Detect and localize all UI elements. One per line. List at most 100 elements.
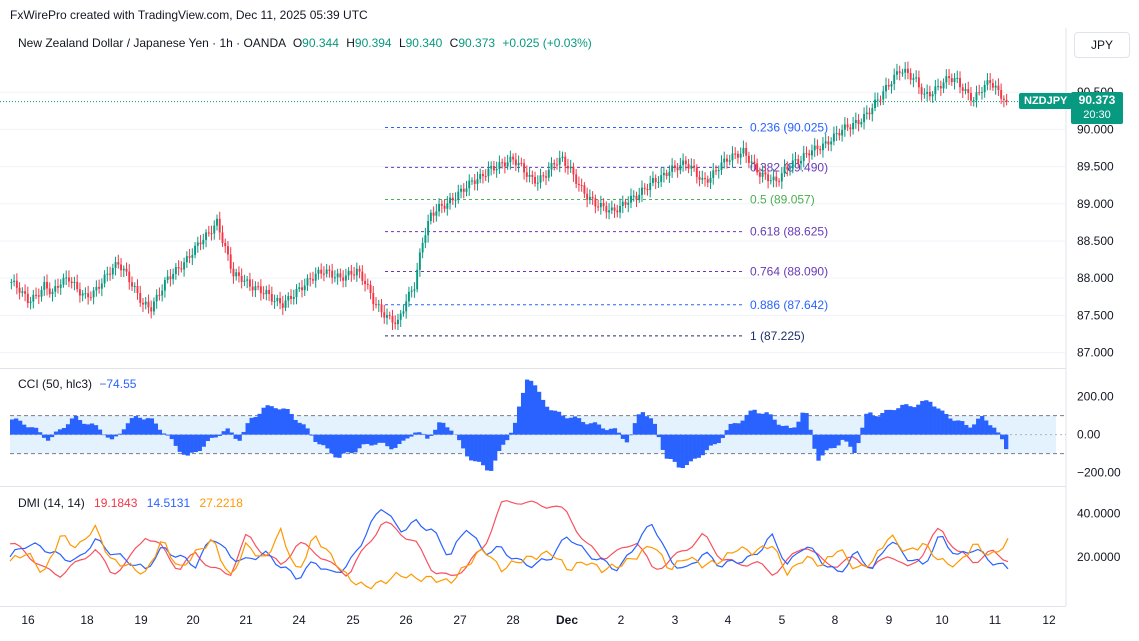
candle-body[interactable]	[693, 165, 696, 168]
candle-body[interactable]	[355, 268, 358, 276]
candle-body[interactable]	[301, 287, 303, 291]
candle-body[interactable]	[778, 181, 781, 183]
candle-body[interactable]	[339, 273, 342, 278]
candle-body[interactable]	[983, 84, 986, 93]
candle-body[interactable]	[454, 199, 457, 201]
candle-body[interactable]	[312, 279, 314, 281]
candle-body[interactable]	[580, 185, 583, 187]
candle-body[interactable]	[73, 281, 76, 283]
candle-body[interactable]	[216, 218, 218, 226]
candle-body[interactable]	[948, 76, 951, 79]
candle-body[interactable]	[259, 286, 262, 294]
candle-body[interactable]	[21, 291, 24, 293]
candle-body[interactable]	[665, 172, 668, 176]
candle-body[interactable]	[821, 143, 824, 151]
candle-body[interactable]	[758, 172, 761, 177]
candle-body[interactable]	[224, 242, 227, 247]
candle-body[interactable]	[846, 124, 849, 128]
candle-body[interactable]	[871, 108, 874, 115]
candle-body[interactable]	[835, 132, 838, 134]
candle-body[interactable]	[155, 294, 158, 302]
candle-body[interactable]	[106, 273, 109, 275]
candle-body[interactable]	[904, 68, 907, 73]
candle-body[interactable]	[462, 188, 465, 192]
candle-body[interactable]	[29, 301, 32, 304]
candle-body[interactable]	[380, 304, 383, 313]
candle-body[interactable]	[405, 301, 408, 312]
candle-body[interactable]	[901, 72, 904, 74]
candle-body[interactable]	[575, 174, 578, 184]
candle-body[interactable]	[882, 91, 885, 100]
candle-body[interactable]	[295, 288, 298, 298]
candle-body[interactable]	[923, 93, 926, 95]
candle-body[interactable]	[660, 175, 663, 182]
symbol-legend[interactable]: New Zealand Dollar / Japanese Yen · 1h ·…	[18, 36, 592, 50]
dmi-series-line[interactable]	[9, 499, 1009, 578]
candle-body[interactable]	[569, 166, 572, 169]
candle-body[interactable]	[701, 178, 704, 180]
candle-body[interactable]	[520, 162, 523, 164]
candle-body[interactable]	[314, 273, 317, 281]
candle-body[interactable]	[909, 72, 912, 80]
candle-body[interactable]	[857, 119, 860, 125]
candle-body[interactable]	[440, 203, 443, 206]
candle-body[interactable]	[800, 160, 802, 164]
candle-body[interactable]	[534, 176, 537, 184]
candle-body[interactable]	[651, 178, 654, 183]
candle-body[interactable]	[443, 205, 446, 209]
candle-body[interactable]	[221, 232, 224, 243]
candle-body[interactable]	[144, 301, 147, 305]
candle-body[interactable]	[813, 145, 816, 151]
candle-body[interactable]	[602, 202, 605, 207]
candle-body[interactable]	[704, 178, 706, 180]
candle-body[interactable]	[991, 83, 994, 88]
candle-body[interactable]	[84, 293, 87, 295]
candle-body[interactable]	[550, 163, 553, 170]
candle-body[interactable]	[210, 233, 213, 235]
candle-body[interactable]	[865, 112, 868, 115]
candle-body[interactable]	[358, 268, 361, 272]
candle-body[interactable]	[709, 177, 712, 183]
candle-body[interactable]	[736, 153, 739, 158]
candle-body[interactable]	[322, 273, 325, 275]
candle-body[interactable]	[254, 286, 257, 291]
candle-body[interactable]	[10, 281, 13, 283]
candle-body[interactable]	[498, 162, 501, 169]
candle-body[interactable]	[619, 206, 622, 213]
candle-body[interactable]	[270, 294, 273, 302]
candle-body[interactable]	[336, 273, 339, 278]
candle-body[interactable]	[630, 195, 632, 203]
candle-body[interactable]	[514, 159, 517, 166]
candle-body[interactable]	[364, 280, 367, 285]
candle-body[interactable]	[347, 270, 350, 276]
candle-body[interactable]	[566, 165, 569, 169]
candle-body[interactable]	[895, 71, 898, 75]
candle-body[interactable]	[684, 160, 687, 165]
candle-body[interactable]	[161, 290, 164, 296]
candle-body[interactable]	[531, 174, 534, 177]
candle-body[interactable]	[879, 99, 882, 101]
candle-body[interactable]	[410, 290, 413, 292]
candle-body[interactable]	[769, 180, 772, 182]
candle-body[interactable]	[874, 99, 876, 109]
candle-body[interactable]	[424, 235, 427, 243]
candle-body[interactable]	[465, 188, 468, 192]
candle-body[interactable]	[860, 122, 863, 125]
candle-body[interactable]	[547, 169, 550, 178]
candle-body[interactable]	[166, 276, 169, 281]
candle-body[interactable]	[893, 74, 896, 85]
candles[interactable]	[0, 61, 1066, 331]
candle-body[interactable]	[98, 286, 101, 289]
candle-body[interactable]	[564, 156, 567, 166]
candle-body[interactable]	[761, 172, 764, 177]
candle-body[interactable]	[495, 168, 498, 171]
candle-body[interactable]	[95, 286, 98, 291]
candle-body[interactable]	[213, 225, 216, 234]
candle-body[interactable]	[344, 275, 347, 281]
candle-body[interactable]	[824, 141, 827, 144]
candle-body[interactable]	[517, 162, 520, 166]
candle-body[interactable]	[191, 255, 194, 258]
candle-body[interactable]	[972, 100, 975, 102]
candle-body[interactable]	[539, 175, 542, 183]
candle-body[interactable]	[608, 210, 611, 213]
